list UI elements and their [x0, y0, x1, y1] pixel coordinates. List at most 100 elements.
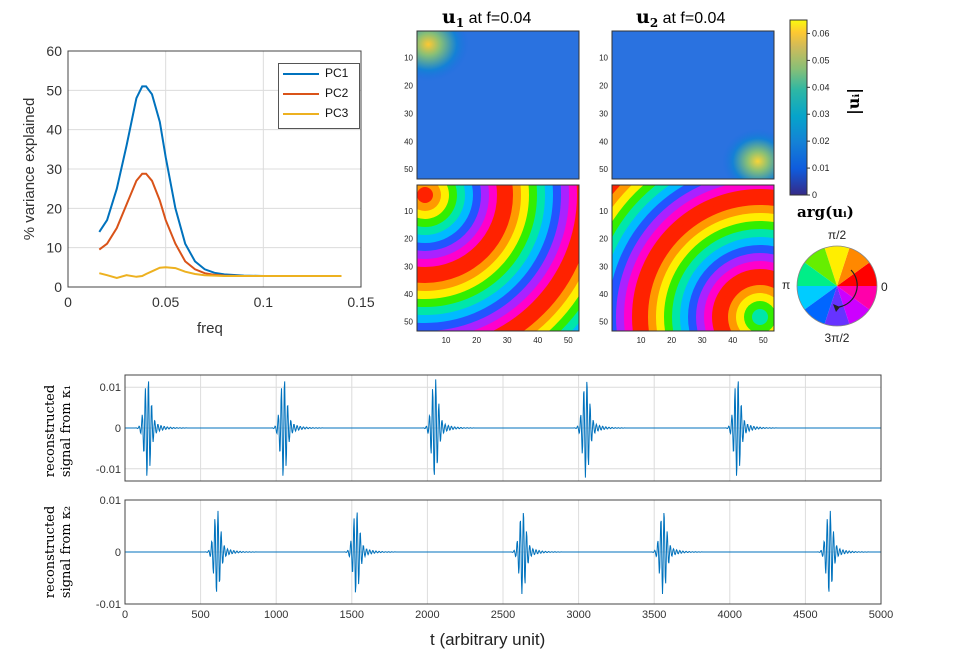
ph1-ytick: 10	[404, 207, 413, 216]
g-sig2-xtick-label: 2000	[415, 609, 439, 621]
ph1-ring	[417, 187, 433, 203]
mag2-ytick: 20	[599, 81, 608, 90]
variance-ytick-label: 60	[46, 43, 62, 59]
signal-k2-ylabel: reconstructed signal from κ₂	[43, 497, 75, 607]
ph2-ytick: 20	[599, 235, 608, 244]
colorbar-bar	[789, 19, 808, 196]
g-sig2-xtick-label: 2500	[491, 609, 515, 621]
ph2-ytick: 40	[599, 290, 608, 299]
variance-ytick-label: 50	[46, 82, 62, 98]
phase-wheel-label: arg(uᵢ)	[797, 203, 854, 221]
ph2-xtick: 50	[759, 336, 768, 345]
legend-swatch-pc3	[283, 113, 319, 115]
phase-wheel-sector	[837, 286, 870, 324]
variance-ytick-label: 0	[54, 279, 62, 295]
mag2-ytick: 50	[599, 165, 608, 174]
ph2-xtick: 40	[728, 336, 737, 345]
legend-label-pc2: PC2	[325, 86, 349, 100]
g-sig1-ytick-label: -0.01	[96, 464, 121, 476]
legend-item-pc1: PC1	[283, 66, 357, 82]
mag1-ytick: 20	[404, 81, 413, 90]
phase-label-left: π	[782, 278, 790, 292]
ph1-rings	[417, 185, 579, 331]
ph2-ytick: 10	[599, 207, 608, 216]
ph2-xtick: 10	[637, 336, 646, 345]
variance-xtick-label: 0	[64, 294, 72, 310]
phase-wheel-sector	[797, 286, 837, 310]
g-sig2-xtick-label: 3000	[566, 609, 590, 621]
legend-label-pc1: PC1	[325, 66, 349, 80]
mag1-ytick: 30	[404, 109, 413, 118]
phase-wheel-arrow	[838, 269, 858, 308]
ph2-xtick: 30	[698, 336, 707, 345]
mag2-hotspot	[612, 31, 774, 179]
phase-label-right: 0	[881, 280, 888, 294]
mag1-ytick: 50	[404, 165, 413, 174]
colorbar-tick-label: 0	[812, 190, 817, 200]
ph2-ytick: 50	[599, 317, 608, 326]
legend-item-pc2: PC2	[283, 86, 357, 102]
u1-title-symbol: u	[442, 6, 456, 28]
variance-ytick-label: 20	[46, 200, 62, 216]
mag2-ytick: 40	[599, 137, 608, 146]
signal-k1-chart: -0.01 0 0.01	[96, 374, 882, 482]
phase-label-top: π/2	[828, 228, 847, 242]
g-sig2-xtick-label: 3500	[642, 609, 666, 621]
mag2-ytick: 10	[599, 54, 608, 63]
phase-wheel-sector	[837, 262, 878, 286]
variance-ylabel: % variance explained	[21, 98, 38, 241]
ph1-frame	[416, 184, 580, 332]
g-sig2-trace	[125, 510, 881, 595]
phase-wheel-rim	[796, 245, 878, 327]
variance-xtick-label: 0.1	[254, 294, 274, 310]
g-sig1-trace	[125, 379, 881, 478]
colorbar-tick-label: 0.06	[812, 28, 830, 38]
legend-item-pc3: PC3	[283, 106, 357, 122]
signal-k2-ylabel-line1: reconstructed	[43, 505, 58, 599]
signal-k2-ylabel-line2: signal from κ₂	[59, 505, 74, 599]
phase-wheel-sector	[797, 262, 837, 286]
phase-wheel-sector	[837, 286, 878, 310]
u2-title: u2 at f=0.04	[636, 6, 725, 30]
variance-xtick-label: 0.15	[347, 294, 374, 310]
g-sig2-xtick-label: 0	[122, 609, 128, 621]
ph2-ytick: 30	[599, 262, 608, 271]
variance-xtick-label: 0.05	[152, 294, 179, 310]
freq-axis-label: freq	[197, 320, 223, 337]
ph2-rings	[612, 185, 774, 331]
ph2-frame	[611, 184, 775, 332]
variance-ytick-label: 30	[46, 161, 62, 177]
legend-swatch-pc1	[283, 73, 319, 75]
g-sig2-frame	[124, 499, 882, 605]
ph1-ytick: 50	[404, 317, 413, 326]
ph1-xtick: 10	[442, 336, 451, 345]
colorbar-tick-label: 0.02	[812, 136, 830, 146]
g-sig1-ytick-label: 0.01	[100, 382, 121, 394]
variance-ytick-label: 10	[46, 240, 62, 256]
g-sig1-ytick-label: 0	[115, 423, 121, 435]
phase-wheel-arrowhead	[833, 304, 840, 312]
colorbar-tick-label: 0.03	[812, 109, 830, 119]
g-sig2-ytick-label: -0.01	[96, 599, 121, 611]
variance-plot-frame	[67, 50, 362, 288]
ph1-ytick: 40	[404, 290, 413, 299]
phase-wheel-sector	[804, 248, 837, 286]
g-sig2-xtick-label: 4500	[793, 609, 817, 621]
g-sig2-xtick-label: 1500	[340, 609, 364, 621]
ph2-ring	[752, 309, 768, 325]
u1-title: u1 at f=0.04	[442, 6, 531, 30]
ph1-xtick: 20	[472, 336, 481, 345]
g-sig2-xtick-label: 5000	[869, 609, 893, 621]
signal-k1-ylabel: reconstructed signal from κ₁	[43, 376, 75, 486]
g-sig2-xtick-label: 1000	[264, 609, 288, 621]
u1-title-subscript: 1	[455, 16, 465, 31]
g-sig2-xtick-label: 500	[191, 609, 209, 621]
u2-title-subscript: 2	[649, 16, 659, 31]
g-sig2-xtick-label: 4000	[718, 609, 742, 621]
colorbar-tick-label: 0.04	[812, 82, 830, 92]
g-sig2-ytick-label: 0	[115, 547, 121, 559]
ph1-xtick: 30	[503, 336, 512, 345]
mag1-frame	[416, 30, 580, 180]
